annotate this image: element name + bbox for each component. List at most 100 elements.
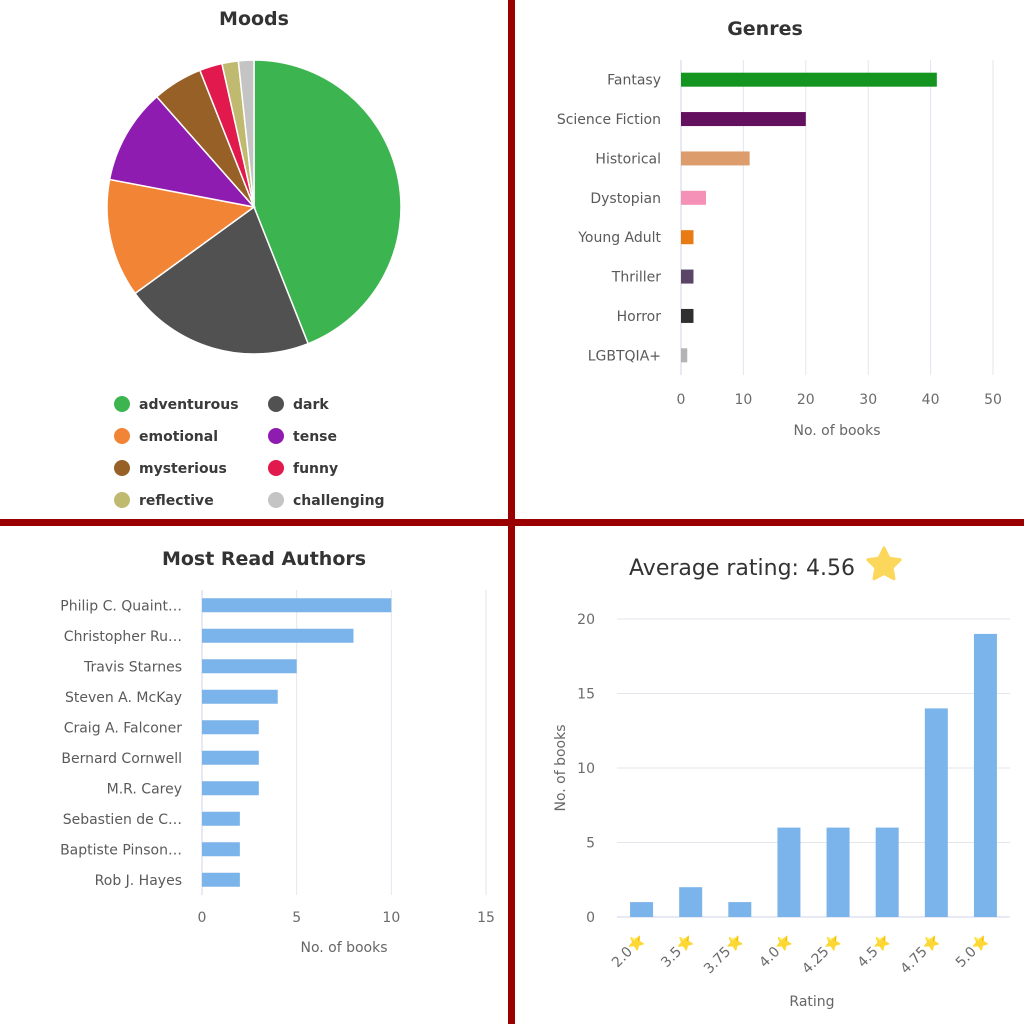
pie-legend: adventurous dark emotional tense mysterious f… [114, 396, 385, 509]
rating-bar [777, 827, 801, 917]
authors-chart: Most Read Authors Philip C. Quaint… Chris… [60, 548, 495, 956]
legend-marker [114, 492, 130, 508]
author-bar [202, 872, 240, 887]
author-bar [202, 628, 354, 643]
bar-historical [681, 151, 750, 166]
author-label: Christopher Ru… [64, 629, 182, 645]
pie-slice-dark [134, 205, 310, 355]
author-bar [202, 720, 259, 735]
rating-bar [826, 827, 850, 917]
y-tick-label: 5 [586, 836, 595, 852]
genres-grid [680, 60, 994, 375]
legend-marker [268, 492, 284, 508]
y-tick-label: 10 [577, 761, 595, 777]
legend-marker [268, 428, 284, 444]
authors-tick-labels: 0 5 10 15 [198, 910, 495, 926]
author-label: Baptiste Pinson… [60, 842, 182, 858]
x-tick-label: 10 [734, 392, 752, 408]
legend-item: dark [268, 396, 329, 413]
author-label: Philip C. Quaint… [60, 598, 182, 614]
vertical-divider [508, 0, 515, 1024]
legend-label: mysterious [139, 461, 227, 477]
category-label: Horror [617, 309, 662, 325]
author-label: Sebastien de C… [63, 812, 182, 828]
x-tick-label: 40 [922, 392, 940, 408]
category-label: LGBTQIA+ [588, 348, 661, 364]
ratings-x-axis-label: Rating [789, 994, 834, 1010]
legend-marker [114, 460, 130, 476]
bar-dystopian [681, 190, 706, 205]
legend-item: mysterious [114, 460, 227, 477]
pie-slice-emotional [106, 178, 256, 295]
bar-young-adult [681, 230, 694, 245]
genres-chart: Genres Fantasy Science Fiction Historical D… [557, 18, 1002, 439]
x-tick-label: 4.0⭐ [756, 931, 796, 971]
ratings-chart: Average rating: 4.56 0 5 10 15 20 2.0⭐ 3.5⭐ 3.… [553, 546, 1010, 1010]
authors-title: Most Read Authors [162, 548, 366, 570]
rating-bar [728, 902, 752, 917]
genres-category-labels: Fantasy Science Fiction Historical Dystopia… [557, 73, 662, 365]
bar-science-fiction [681, 112, 806, 127]
ratings-bars [630, 633, 997, 917]
x-tick-label: 20 [797, 392, 815, 408]
y-tick-label: 0 [586, 910, 595, 926]
moods-title: Moods [219, 8, 289, 30]
legend-label: adventurous [139, 397, 239, 413]
y-tick-label: 15 [577, 687, 595, 703]
legend-label: funny [293, 461, 338, 477]
legend-marker [114, 428, 130, 444]
x-tick-label: 4.5⭐ [854, 931, 894, 971]
horizontal-divider [0, 519, 1024, 526]
ratings-grid [617, 618, 1010, 918]
legend-label: challenging [293, 493, 385, 509]
moods-chart: Moods adventurous dark emotional tense myste… [106, 8, 402, 509]
author-label: Craig A. Falconer [64, 720, 183, 736]
legend-marker [268, 460, 284, 476]
author-label: M.R. Carey [107, 781, 182, 797]
bar-horror [681, 308, 694, 323]
rating-bar [973, 633, 997, 917]
x-tick-label: 15 [477, 910, 495, 926]
rating-bar [630, 902, 654, 917]
x-tick-label: 3.5⭐ [657, 931, 697, 971]
bar-lgbtqia- [681, 348, 688, 363]
pie-slice-challenging [237, 59, 255, 208]
x-tick-label: 30 [859, 392, 877, 408]
x-tick-label: 10 [382, 910, 400, 926]
pie-slices [106, 59, 402, 355]
category-label: Young Adult [577, 230, 661, 246]
legend-label: dark [293, 397, 329, 413]
y-tick-label: 20 [577, 612, 595, 628]
bar-thriller [681, 269, 694, 284]
author-label: Travis Starnes [83, 659, 182, 675]
pie-slice-tense [108, 95, 257, 209]
legend-item: emotional [114, 428, 218, 445]
category-label: Historical [595, 151, 661, 167]
author-bar [202, 842, 240, 857]
category-label: Science Fiction [557, 112, 661, 128]
ratings-y-axis-label: No. of books [553, 724, 569, 811]
author-bar [202, 598, 392, 613]
authors-bars [202, 598, 392, 887]
legend-item: tense [268, 428, 337, 445]
bar-fantasy [681, 72, 937, 87]
rating-bar [679, 887, 703, 917]
authors-category-labels: Philip C. Quaint… Christopher Ru… Travis S… [60, 598, 182, 889]
pie-slice-adventurous [253, 59, 402, 345]
legend-item: funny [268, 460, 338, 477]
author-bar [202, 781, 259, 796]
x-tick-label: 5.0⭐ [952, 931, 992, 971]
category-label: Fantasy [607, 73, 661, 89]
x-tick-label: 5 [292, 910, 301, 926]
star-icon [866, 546, 902, 581]
category-label: Thriller [611, 270, 661, 286]
legend-item: adventurous [114, 396, 239, 413]
author-bar [202, 811, 240, 826]
author-bar [202, 750, 259, 765]
x-tick-label: 50 [984, 392, 1002, 408]
author-label: Steven A. McKay [65, 690, 182, 706]
legend-label: tense [293, 429, 337, 445]
author-bar [202, 659, 297, 674]
legend-marker [268, 396, 284, 412]
